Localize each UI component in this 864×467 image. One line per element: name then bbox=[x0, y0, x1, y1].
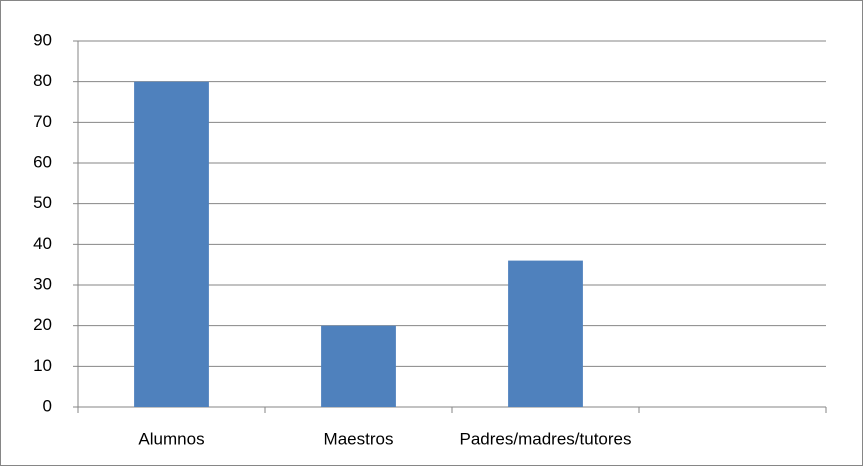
y-tick-label: 50 bbox=[33, 193, 52, 212]
y-tick-label: 30 bbox=[33, 274, 52, 293]
y-tick-label: 90 bbox=[33, 30, 52, 49]
bar bbox=[321, 325, 396, 407]
y-tick-label: 40 bbox=[33, 234, 52, 253]
y-tick-label: 10 bbox=[33, 356, 52, 375]
y-tick-label: 80 bbox=[33, 71, 52, 90]
y-tick-label: 70 bbox=[33, 112, 52, 131]
y-tick-label: 0 bbox=[43, 396, 52, 415]
y-tick-label: 20 bbox=[33, 315, 52, 334]
bar bbox=[508, 260, 583, 407]
x-tick-label: Maestros bbox=[324, 429, 394, 448]
y-tick-label: 60 bbox=[33, 152, 52, 171]
x-tick-label: Padres/madres/tutores bbox=[460, 429, 632, 448]
x-tick-label: Alumnos bbox=[138, 429, 204, 448]
bar bbox=[134, 81, 209, 408]
